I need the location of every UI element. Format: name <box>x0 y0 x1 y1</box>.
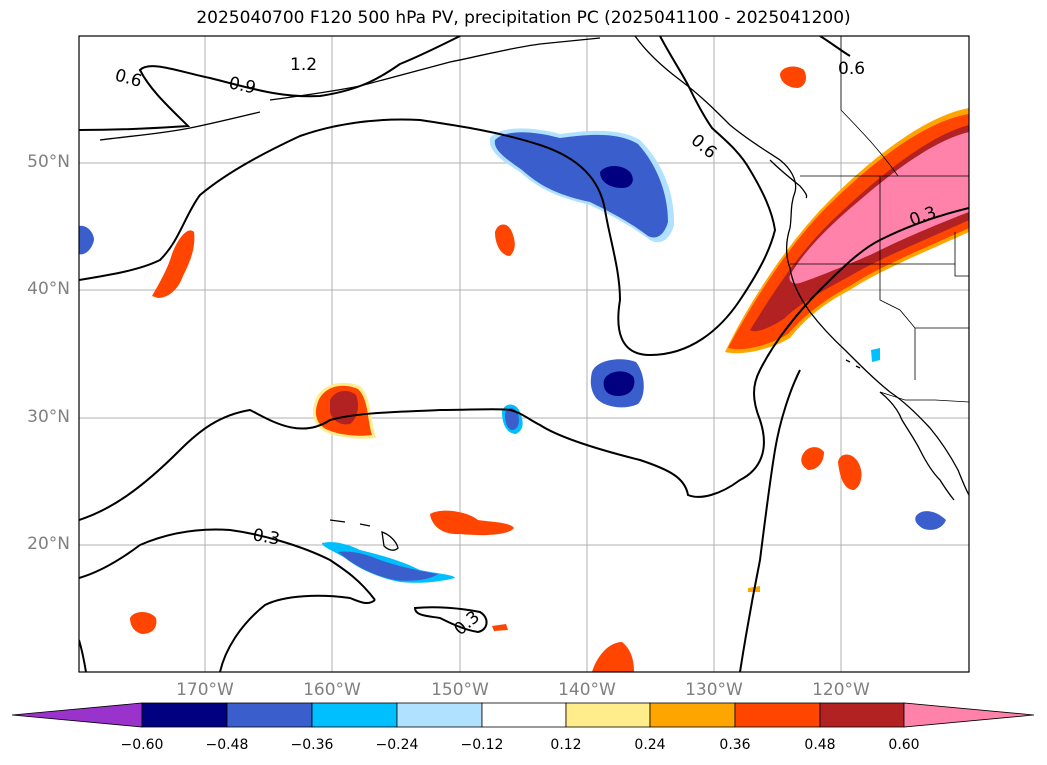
colorbar-segment-8 <box>734 702 821 728</box>
blob-158w-18n <box>338 551 438 581</box>
lon-tick-160w: 160°W <box>303 680 361 700</box>
contour-label-0.6-coast: 0.6 <box>687 131 721 164</box>
contour-label-0.9: 0.9 <box>227 73 258 98</box>
colorbar-label-neg060: −0.60 <box>120 737 164 753</box>
baja-coast <box>879 391 955 501</box>
blob-137w-11n <box>592 642 634 672</box>
lat-tick-30n: 30°N <box>27 407 70 427</box>
colorbar-segment-4 <box>396 702 483 728</box>
contour-label-0.3-west: 0.3 <box>251 525 281 549</box>
pv-contour-0.3-east <box>739 369 801 672</box>
channel-islands <box>845 359 861 369</box>
vancouver-island <box>769 159 808 199</box>
contour-label-0.6-ne: 0.6 <box>838 59 865 79</box>
colorbar-extend-max <box>903 702 1035 728</box>
colorbar-label-060: 0.60 <box>888 737 920 753</box>
blob-175w-14n <box>130 612 157 634</box>
colorbar-label-neg048: −0.48 <box>205 737 249 753</box>
colorbar-label-012: 0.12 <box>550 737 582 753</box>
border-bc-ab-south <box>840 109 899 177</box>
colorbar-label-neg024: −0.24 <box>375 737 419 753</box>
blob-173w-42n <box>152 230 195 298</box>
blob-119w-35n <box>871 348 880 362</box>
precip-positive-anomalies <box>130 66 969 672</box>
blob-small-146w-13n <box>492 624 508 631</box>
colorbar-segment-3 <box>311 702 398 728</box>
pv-contour-0.6-large <box>79 36 777 357</box>
blob-119w-26n <box>838 454 862 490</box>
blob-147w-30n-core <box>505 408 519 430</box>
blob-126w-27n <box>801 447 824 470</box>
westcoast-band-60 <box>789 132 969 284</box>
lon-tick-120w: 120°W <box>812 680 870 700</box>
border-us-mexico <box>879 391 969 403</box>
blob-140w-48n-core <box>600 166 633 188</box>
map-title: 2025040700 F120 500 hPa PV, precipitatio… <box>196 8 851 28</box>
blob-180w-44n <box>79 225 94 255</box>
lon-tick-140w: 140°W <box>558 680 616 700</box>
lon-tick-170w: 170°W <box>176 680 234 700</box>
blob-124w-57n <box>780 66 806 88</box>
colorbar-label-036: 0.36 <box>719 737 751 753</box>
colorbar-label-024: 0.24 <box>634 737 666 753</box>
colorbar <box>11 702 1035 728</box>
pv-contour-0.3-west-edge <box>79 639 87 672</box>
lon-tick-130w: 130°W <box>685 680 743 700</box>
colorbar-segment-2 <box>226 702 313 728</box>
blob-112w-21n <box>915 511 946 530</box>
colorbar-segment-7 <box>649 702 736 728</box>
blob-138w-33n-core <box>603 371 635 396</box>
pv-contour-0.3-small <box>413 606 488 634</box>
colorbar-label-neg036: −0.36 <box>290 737 334 753</box>
alaska-coast <box>269 37 601 101</box>
contour-label-1.2: 1.2 <box>290 55 317 75</box>
north-america-coast <box>634 36 969 496</box>
colorbar-label-neg012: −0.12 <box>460 737 504 753</box>
pv-contour-0.6-ne <box>819 36 851 57</box>
colorbar-segment-9 <box>819 702 905 728</box>
colorbar-segment-5 <box>481 702 567 728</box>
pv-contour-0.3-lower <box>79 207 969 521</box>
border-nevada <box>879 264 916 380</box>
aleutian-arc <box>99 111 261 141</box>
blob-146w-44n <box>495 224 515 256</box>
lat-tick-50n: 50°N <box>27 152 70 172</box>
lon-tick-150w: 150°W <box>431 680 489 700</box>
political-borders <box>790 36 969 403</box>
lat-tick-20n: 20°N <box>27 534 70 554</box>
pv-contour-0.3-closed <box>219 594 376 672</box>
lat-tick-40n: 40°N <box>27 279 70 299</box>
colorbar-extend-min <box>11 702 143 728</box>
blob-150w-22n <box>430 510 514 536</box>
island-hawaii <box>329 519 399 551</box>
colorbar-label-048: 0.48 <box>804 737 836 753</box>
plot-frame <box>78 35 970 673</box>
blob-140w-48n <box>494 132 668 238</box>
coastlines <box>99 36 969 551</box>
colorbar-segment-6 <box>565 702 651 728</box>
precip-negative-anomalies <box>79 128 946 583</box>
colorbar-segment-1 <box>141 702 228 728</box>
pv-contour-0.9-north <box>79 36 461 131</box>
border-az-nm <box>954 232 969 277</box>
pv-contour-0.3-south <box>79 528 376 601</box>
pv-contours <box>79 36 969 672</box>
